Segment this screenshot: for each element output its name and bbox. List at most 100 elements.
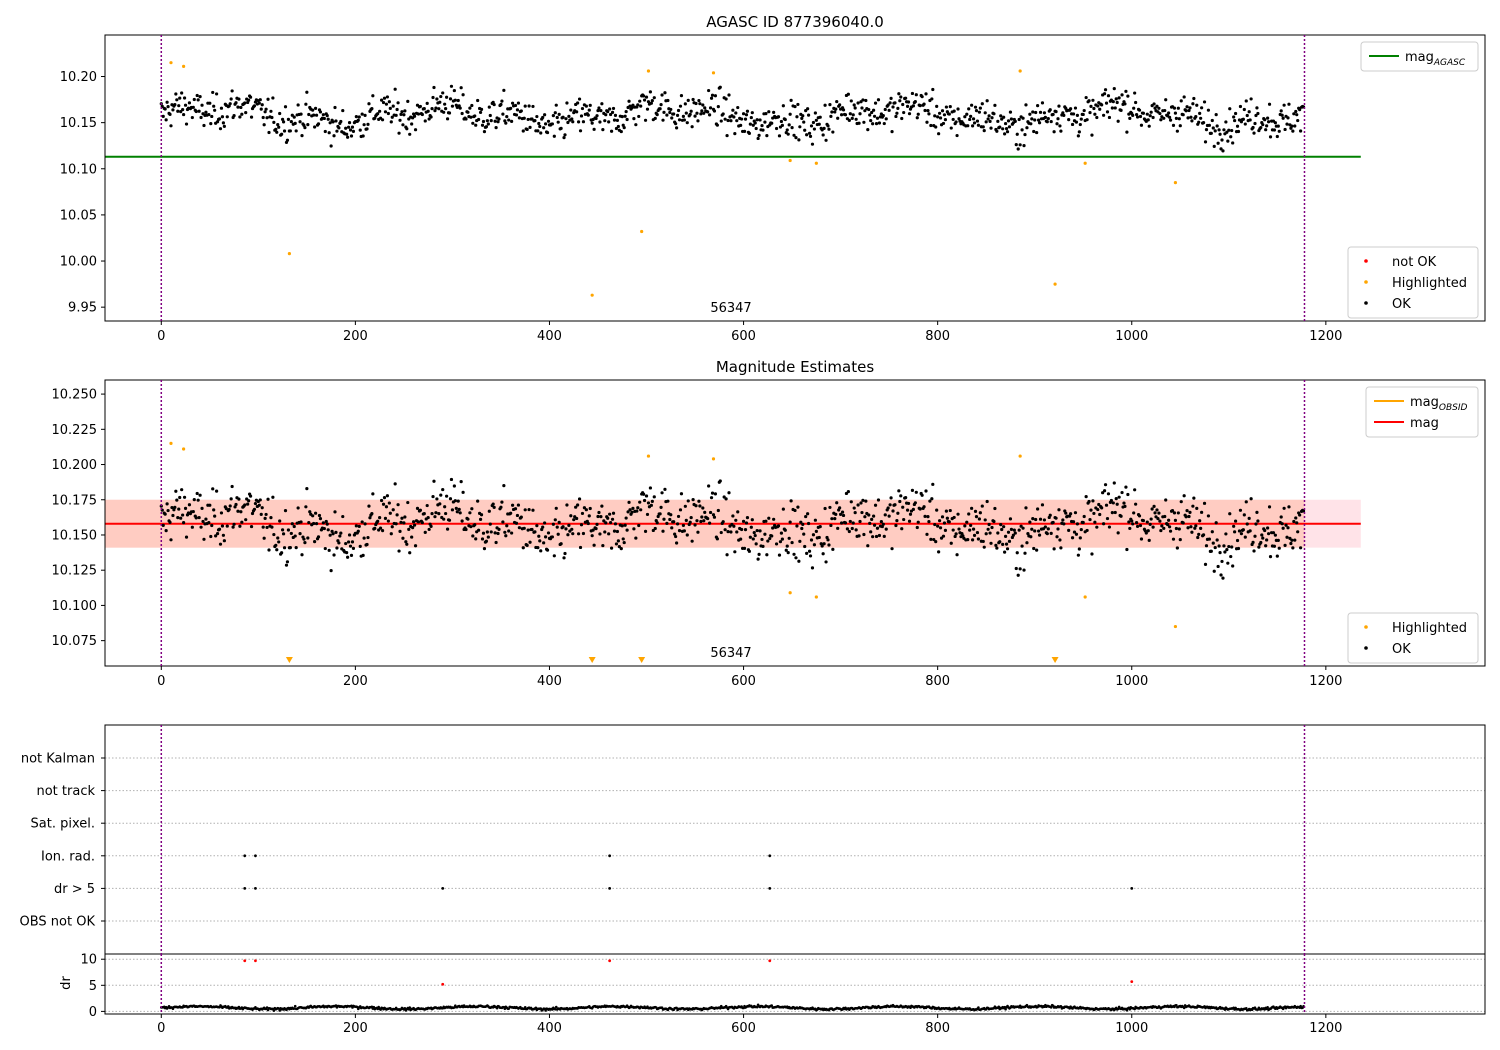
ok-point	[259, 107, 263, 111]
ok-point	[530, 527, 534, 532]
ok-point	[905, 508, 910, 512]
ok-point	[249, 524, 254, 529]
ok-point	[748, 122, 752, 126]
ok-point	[1147, 124, 1151, 128]
ok-point	[1008, 517, 1013, 521]
ok-point	[539, 131, 543, 135]
ok-point	[513, 507, 518, 511]
dr-point	[977, 1006, 980, 1009]
ok-point	[1276, 538, 1280, 542]
ok-point	[546, 531, 551, 535]
ok-point	[248, 494, 253, 498]
ok-point	[1290, 124, 1294, 128]
ok-point	[379, 98, 384, 102]
ok-point	[745, 516, 750, 520]
ok-point	[890, 130, 894, 134]
ok-point	[1110, 511, 1114, 515]
ok-point	[854, 528, 858, 532]
ok-point	[1042, 518, 1047, 522]
ok-point	[851, 521, 855, 525]
flag-point	[768, 854, 772, 858]
ok-point	[539, 549, 543, 553]
ok-point	[1267, 102, 1272, 106]
ok-point	[888, 101, 892, 105]
ok-point	[934, 540, 938, 544]
ok-point	[725, 553, 729, 557]
ok-point	[487, 509, 491, 513]
ok-point	[1282, 506, 1286, 510]
ok-point	[413, 544, 418, 548]
ok-point	[429, 115, 433, 119]
dr-outlier	[768, 959, 772, 963]
ok-point	[218, 542, 223, 546]
ok-point	[341, 108, 345, 113]
ok-point	[1119, 108, 1123, 112]
ok-point	[1057, 508, 1061, 512]
ok-point	[1088, 517, 1092, 522]
ok-point	[1299, 129, 1303, 133]
ok-point	[1191, 504, 1195, 508]
ok-point	[607, 120, 611, 124]
ok-point	[926, 109, 930, 113]
ok-point	[998, 125, 1002, 129]
ok-point	[978, 511, 982, 515]
ok-point	[954, 532, 958, 536]
ok-point	[444, 107, 448, 111]
ok-point	[476, 499, 480, 503]
ok-point	[706, 516, 710, 521]
ok-point	[947, 112, 951, 116]
ok-point	[1217, 128, 1221, 132]
ok-point	[594, 116, 598, 121]
ok-point	[522, 526, 526, 530]
ok-point	[197, 515, 201, 520]
ok-point	[327, 548, 331, 552]
ok-point	[198, 493, 202, 497]
dr-xtick-label: 0	[157, 1021, 165, 1036]
ok-point	[893, 503, 897, 507]
ok-point	[763, 120, 767, 124]
ok-point	[284, 563, 289, 567]
ok-point	[317, 513, 322, 518]
ok-point	[422, 107, 426, 111]
ok-point	[1150, 507, 1154, 511]
ok-point	[247, 499, 251, 503]
ok-point	[1125, 130, 1129, 134]
ok-point	[354, 524, 358, 528]
ok-point	[749, 115, 753, 120]
ok-point	[1018, 567, 1022, 571]
ok-point	[996, 531, 1000, 535]
ok-point	[357, 524, 361, 528]
ok-point	[278, 111, 282, 116]
ok-point	[274, 543, 278, 547]
ok-point	[197, 109, 201, 113]
ok-point	[740, 527, 744, 532]
ok-point	[278, 519, 282, 523]
ok-point	[1220, 559, 1224, 564]
ok-point	[187, 101, 192, 105]
ok-point	[900, 116, 904, 121]
ok-point	[1254, 113, 1258, 118]
ok-point	[808, 554, 813, 558]
ok-point	[609, 546, 614, 550]
ok-point	[1248, 529, 1252, 533]
ok-point	[923, 514, 927, 518]
ok-point	[914, 93, 918, 97]
ok-point	[551, 522, 555, 526]
ok-point	[937, 132, 941, 136]
ok-point	[363, 113, 367, 117]
ok-point	[395, 513, 399, 517]
ok-point	[747, 131, 751, 135]
ok-point	[163, 107, 167, 111]
ok-point	[603, 530, 607, 534]
ok-point	[1255, 510, 1259, 515]
ok-point	[897, 92, 901, 96]
ok-point	[789, 499, 793, 503]
ok-point	[1058, 124, 1062, 128]
ok-point	[827, 127, 831, 131]
ok-point	[719, 119, 723, 123]
ok-point	[616, 124, 620, 129]
ok-point	[733, 550, 737, 554]
ok-point	[675, 126, 679, 130]
ok-point	[707, 521, 712, 525]
ok-point	[587, 108, 591, 112]
